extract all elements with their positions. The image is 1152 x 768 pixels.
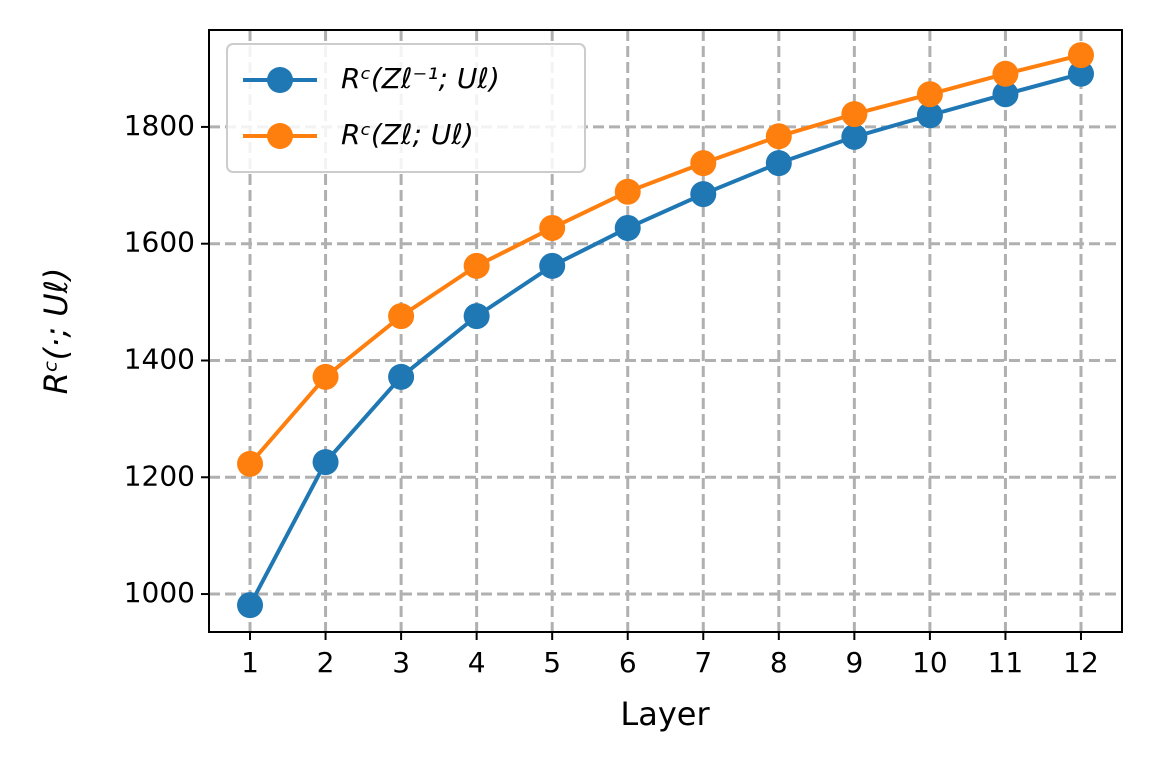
data-point [463,303,490,330]
data-point [916,81,943,108]
legend-marker [267,123,293,149]
x-tick-label: 2 [317,646,335,679]
y-tick-label: 1600 [124,226,195,259]
legend-box [226,43,586,173]
x-tick-label: 3 [392,646,410,679]
x-tick-label: 1 [241,646,259,679]
series-line [248,53,1082,466]
data-point [992,81,1019,108]
data-point [237,450,264,477]
data-point [992,60,1019,87]
x-tick-label: 9 [845,646,863,679]
y-tick-label: 1800 [124,109,195,142]
data-point [765,123,792,150]
y-tick-label: 1000 [124,576,195,609]
data-point [1067,60,1094,87]
legend-label: Rᶜ(Zℓ; Uℓ) [341,118,474,151]
x-tick-label: 8 [770,646,788,679]
x-tick-label: 4 [468,646,486,679]
data-point [841,101,868,128]
series-line [248,71,1082,607]
data-point [539,214,566,241]
data-point [765,150,792,177]
legend-label: Rᶜ(Zℓ⁻¹; Uℓ) [341,62,500,95]
data-point [690,150,717,177]
data-point [614,178,641,205]
x-tick-label: 11 [988,646,1024,679]
x-tick-label: 10 [912,646,948,679]
data-point [388,303,415,330]
y-tick-label: 1400 [124,342,195,375]
plot-frame [208,29,1123,633]
data-point [388,363,415,390]
y-axis-label: Rᶜ(·; Uℓ) [37,268,75,395]
x-axis-label: Layer [620,695,710,733]
y-tick-label: 1200 [124,459,195,492]
x-tick-label: 6 [619,646,637,679]
x-tick-label: 7 [694,646,712,679]
data-point [237,592,264,619]
data-point [1067,42,1094,69]
data-point [312,363,339,390]
x-tick-label: 12 [1063,646,1099,679]
data-point [312,449,339,476]
legend-marker [267,67,293,93]
data-point [690,181,717,208]
data-point [463,252,490,279]
data-point [916,102,943,129]
x-tick-label: 5 [543,646,561,679]
data-point [841,123,868,150]
data-point [614,214,641,241]
data-point [539,252,566,279]
legend: Rᶜ(Zℓ⁻¹; Uℓ) Rᶜ(Zℓ; Uℓ) [226,43,586,173]
